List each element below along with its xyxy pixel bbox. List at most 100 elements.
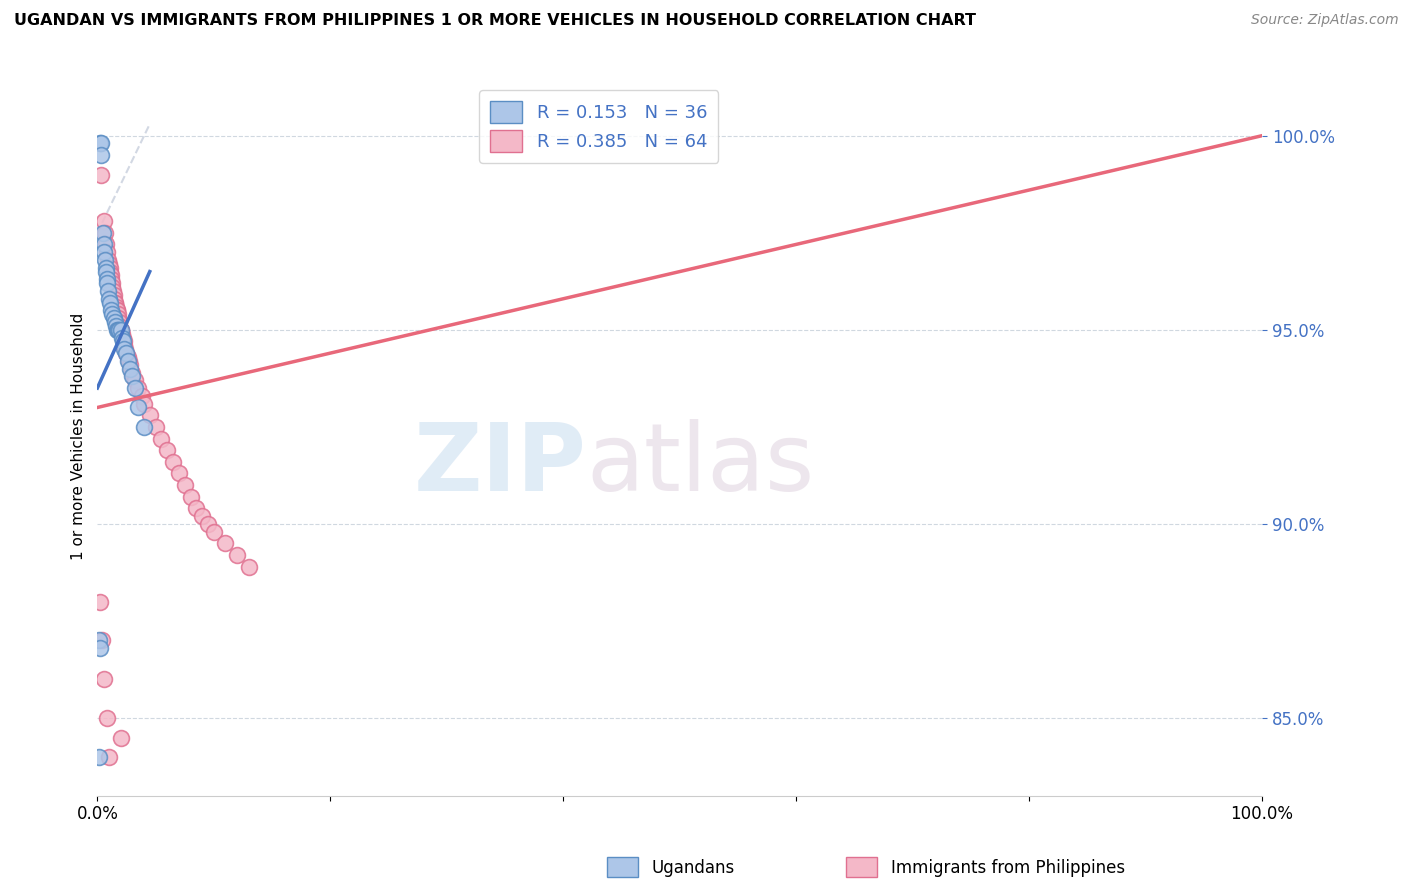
Point <box>112 338 135 352</box>
Point <box>108 318 131 333</box>
Point <box>87 750 110 764</box>
Point <box>186 501 208 516</box>
Point <box>98 260 121 275</box>
Point <box>98 264 121 278</box>
Point <box>117 354 139 368</box>
Text: Source: ZipAtlas.com: Source: ZipAtlas.com <box>1251 13 1399 28</box>
Point <box>93 673 115 687</box>
Y-axis label: 1 or more Vehicles in Household: 1 or more Vehicles in Household <box>72 313 86 560</box>
Point <box>118 358 141 372</box>
Point <box>107 323 129 337</box>
Point <box>90 136 112 151</box>
Point <box>132 420 155 434</box>
Point <box>94 237 117 252</box>
Point <box>115 346 138 360</box>
Point <box>104 315 127 329</box>
Point <box>103 288 125 302</box>
Point <box>96 711 118 725</box>
Point <box>127 381 149 395</box>
Text: Ugandans: Ugandans <box>651 859 735 877</box>
Point <box>89 594 111 608</box>
Point <box>105 323 128 337</box>
Point <box>90 168 112 182</box>
Point <box>110 323 132 337</box>
Point <box>121 369 143 384</box>
Point <box>98 292 121 306</box>
Point <box>117 350 139 364</box>
Point <box>94 264 117 278</box>
Point <box>131 389 153 403</box>
Point <box>89 641 111 656</box>
Point <box>104 878 127 892</box>
Point <box>156 443 179 458</box>
Point <box>87 633 110 648</box>
Point <box>112 343 135 357</box>
Point <box>110 731 132 745</box>
Point <box>94 226 117 240</box>
Point <box>111 326 134 341</box>
Point <box>118 354 141 368</box>
Point <box>98 750 121 764</box>
Point <box>93 214 115 228</box>
Point <box>197 516 219 531</box>
Point <box>89 136 111 151</box>
Point <box>238 559 260 574</box>
Text: Immigrants from Philippines: Immigrants from Philippines <box>890 859 1125 877</box>
Point <box>105 303 128 318</box>
Point <box>98 257 121 271</box>
Point <box>121 366 143 380</box>
Point <box>226 548 249 562</box>
Point <box>108 323 131 337</box>
Point <box>100 303 122 318</box>
Point <box>108 315 131 329</box>
Point <box>110 323 132 337</box>
Point <box>112 334 135 349</box>
Point <box>162 455 184 469</box>
Point <box>150 432 173 446</box>
Point <box>115 346 138 360</box>
Point <box>96 272 118 286</box>
Point <box>101 307 124 321</box>
Point <box>94 260 117 275</box>
Text: ZIP: ZIP <box>413 419 586 511</box>
Point <box>100 272 122 286</box>
Point <box>98 295 121 310</box>
Point <box>111 330 134 344</box>
Point <box>101 277 124 291</box>
Point <box>96 245 118 260</box>
Point <box>111 330 134 344</box>
Point <box>132 396 155 410</box>
Point <box>94 252 117 267</box>
Point <box>100 268 122 283</box>
Point <box>107 311 129 326</box>
Point <box>93 237 115 252</box>
Point <box>114 343 136 357</box>
Point <box>93 245 115 260</box>
Point <box>104 300 127 314</box>
Point <box>100 828 122 842</box>
Point <box>167 467 190 481</box>
Point <box>91 226 114 240</box>
Point <box>103 292 125 306</box>
Point <box>127 401 149 415</box>
Point <box>104 295 127 310</box>
Point <box>118 361 141 376</box>
Point <box>139 409 162 423</box>
Point <box>180 490 202 504</box>
Point <box>214 536 236 550</box>
Point <box>110 323 132 337</box>
Point <box>96 277 118 291</box>
Point <box>191 509 214 524</box>
Point <box>91 633 114 648</box>
Text: UGANDAN VS IMMIGRANTS FROM PHILIPPINES 1 OR MORE VEHICLES IN HOUSEHOLD CORRELATI: UGANDAN VS IMMIGRANTS FROM PHILIPPINES 1… <box>14 13 976 29</box>
Point <box>97 284 120 298</box>
Point <box>90 148 112 162</box>
Point <box>103 311 125 326</box>
Legend: R = 0.153   N = 36, R = 0.385   N = 64: R = 0.153 N = 36, R = 0.385 N = 64 <box>479 90 718 163</box>
Point <box>145 420 167 434</box>
Point <box>111 334 134 349</box>
Point <box>97 252 120 267</box>
Point <box>124 381 146 395</box>
Point <box>101 284 124 298</box>
Point <box>101 280 124 294</box>
